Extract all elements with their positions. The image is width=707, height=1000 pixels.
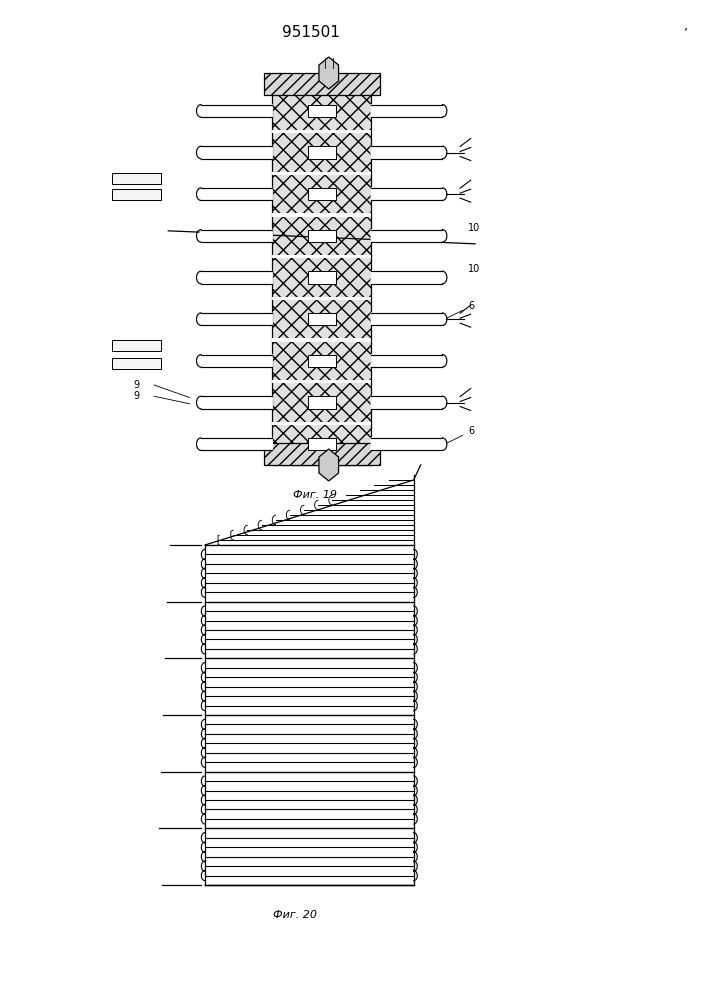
- Text: 10: 10: [468, 264, 480, 274]
- Text: ’: ’: [684, 26, 688, 39]
- Bar: [308, 188, 336, 200]
- Bar: [272, 255, 371, 258]
- Bar: [112, 189, 161, 200]
- Polygon shape: [319, 57, 339, 89]
- Polygon shape: [199, 355, 272, 367]
- Bar: [272, 130, 371, 133]
- Text: 9: 9: [134, 391, 140, 401]
- Bar: [308, 396, 336, 409]
- Bar: [308, 146, 336, 159]
- Text: Фиг. 19: Фиг. 19: [293, 490, 337, 500]
- Text: 9: 9: [134, 380, 140, 390]
- FancyBboxPatch shape: [264, 73, 380, 95]
- Polygon shape: [199, 105, 272, 117]
- Polygon shape: [371, 188, 445, 200]
- Polygon shape: [371, 230, 445, 242]
- Polygon shape: [199, 146, 272, 159]
- Polygon shape: [319, 449, 339, 481]
- Polygon shape: [371, 271, 445, 284]
- FancyBboxPatch shape: [264, 443, 380, 465]
- Polygon shape: [371, 396, 445, 409]
- Polygon shape: [199, 230, 272, 242]
- Bar: [112, 340, 161, 351]
- Bar: [272, 380, 371, 383]
- Bar: [112, 358, 161, 369]
- Bar: [308, 355, 336, 367]
- Bar: [272, 172, 371, 175]
- Polygon shape: [371, 313, 445, 325]
- Bar: [308, 105, 336, 117]
- FancyBboxPatch shape: [272, 90, 371, 465]
- Bar: [112, 173, 161, 184]
- Bar: [272, 422, 371, 425]
- Polygon shape: [371, 355, 445, 367]
- Polygon shape: [199, 396, 272, 409]
- Polygon shape: [199, 313, 272, 325]
- Text: 10: 10: [468, 223, 480, 233]
- Bar: [272, 213, 371, 217]
- Bar: [308, 438, 336, 450]
- Text: 6: 6: [447, 301, 474, 318]
- Bar: [308, 271, 336, 284]
- Text: Фиг. 20: Фиг. 20: [273, 910, 317, 920]
- Text: 6: 6: [447, 426, 474, 443]
- Polygon shape: [371, 438, 445, 450]
- Text: 951501: 951501: [282, 25, 340, 40]
- Bar: [308, 230, 336, 242]
- Polygon shape: [371, 146, 445, 159]
- Polygon shape: [199, 188, 272, 200]
- Polygon shape: [199, 271, 272, 284]
- Bar: [308, 313, 336, 325]
- Bar: [272, 297, 371, 300]
- Bar: [272, 338, 371, 342]
- Polygon shape: [371, 105, 445, 117]
- Polygon shape: [199, 438, 272, 450]
